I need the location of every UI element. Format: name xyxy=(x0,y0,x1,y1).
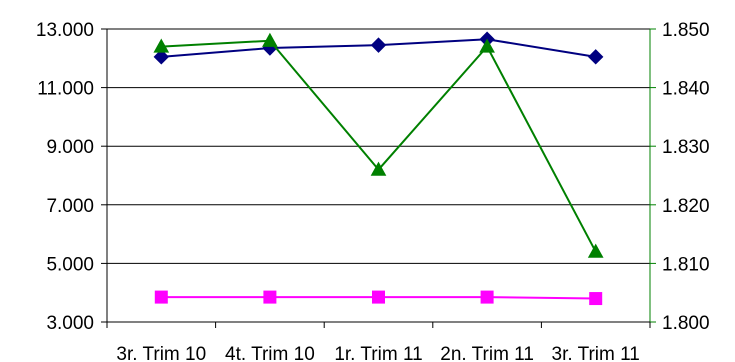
data-point-square xyxy=(372,290,385,304)
left-axis-tick-label: 9.000 xyxy=(46,137,94,158)
right-axis-tick-label: 1.800 xyxy=(662,313,710,334)
right-axis-tick-label: 1.810 xyxy=(662,254,710,275)
data-point-triangle xyxy=(153,38,170,53)
right-axis-tick-label: 1.840 xyxy=(662,79,710,100)
left-axis-tick-label: 7.000 xyxy=(46,196,94,217)
axes xyxy=(101,28,656,328)
data-point-triangle xyxy=(370,161,387,176)
right-axis-tick-label: 1.850 xyxy=(662,20,710,41)
left-axis-tick-label: 5.000 xyxy=(46,254,94,275)
data-point-triangle xyxy=(479,38,495,53)
right-axis-tick-labels: 1.850 1.840 1.830 1.820 1.810 1.800 xyxy=(662,20,710,334)
data-point-triangle xyxy=(262,32,278,47)
data-point-square xyxy=(154,290,168,304)
data-point-triangle xyxy=(587,243,604,258)
left-axis-tick-label: 3.000 xyxy=(46,313,94,334)
gridlines xyxy=(107,28,650,264)
x-axis-tick-label: 3r. Trim 11 xyxy=(552,344,640,362)
x-axis-tick-labels: 3r. Trim 10 4t. Trim 10 1r. Trim 11 2n. Tri… xyxy=(116,344,639,362)
left-axis-tick-label: 11.000 xyxy=(37,79,94,100)
series xyxy=(153,31,604,306)
series-triangle xyxy=(153,32,604,258)
series-diamond xyxy=(153,31,604,65)
data-point-square xyxy=(480,290,494,304)
x-axis-tick-label: 2n. Trim 11 xyxy=(440,344,534,362)
data-point-diamond xyxy=(587,49,604,65)
right-axis-tick-label: 1.830 xyxy=(662,137,710,158)
data-point-diamond xyxy=(370,37,387,53)
x-axis-tick-label: 3r. Trim 10 xyxy=(116,344,206,362)
left-axis-tick-label: 13.000 xyxy=(36,20,94,41)
x-axis-tick-label: 1r. Trim 11 xyxy=(334,344,422,362)
right-axis-tick-label: 1.820 xyxy=(662,196,710,217)
x-axis-tick-label: 4t. Trim 10 xyxy=(225,344,315,362)
data-point-square xyxy=(589,292,603,306)
left-axis-tick-labels: 13.000 11.000 9.000 7.000 5.000 3.000 xyxy=(36,20,94,334)
data-point-diamond xyxy=(153,49,170,65)
data-point-square xyxy=(263,290,277,304)
series-square xyxy=(154,290,603,306)
